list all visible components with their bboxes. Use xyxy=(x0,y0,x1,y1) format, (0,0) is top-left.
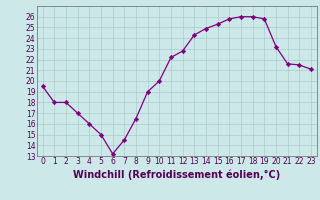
X-axis label: Windchill (Refroidissement éolien,°C): Windchill (Refroidissement éolien,°C) xyxy=(73,169,280,180)
